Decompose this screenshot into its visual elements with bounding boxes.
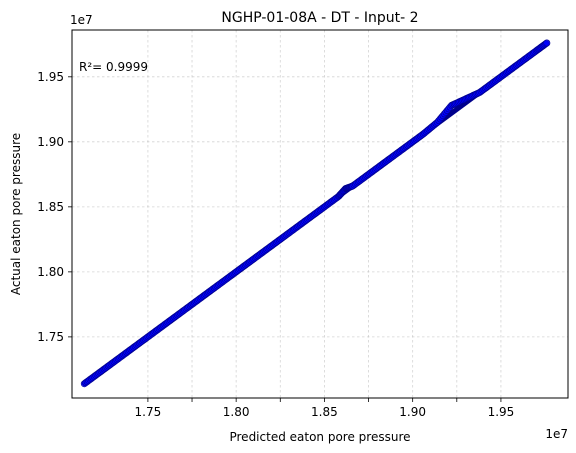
x-tick-label: 1.80 (223, 405, 250, 419)
grid (72, 30, 568, 398)
y-tick-label: 1.85 (37, 200, 64, 214)
y-tick-label: 1.75 (37, 330, 64, 344)
y-tick-label: 1.95 (37, 70, 64, 84)
y-axis-ticks: 1.75 1.80 1.85 1.90 1.95 (37, 70, 72, 344)
y-axis-offset-label: 1e7 (70, 13, 93, 27)
x-axis-label: Predicted eaton pore pressure (229, 430, 410, 444)
scatter-point (543, 39, 551, 47)
x-tick-label: 1.95 (488, 405, 515, 419)
y-tick-label: 1.90 (37, 135, 64, 149)
plot-frame (71, 29, 569, 399)
x-axis-ticks: 1.75 1.80 1.85 1.90 1.95 (135, 398, 515, 419)
y-tick-label: 1.80 (37, 265, 64, 279)
y-axis-label: Actual eaton pore pressure (9, 133, 23, 295)
r-squared-annotation: R²= 0.9999 (79, 60, 148, 74)
chart-title: NGHP-01-08A - DT - Input- 2 (221, 10, 418, 26)
scatter-points (80, 39, 551, 388)
x-tick-label: 1.90 (399, 405, 426, 419)
x-axis-offset-label: 1e7 (545, 427, 568, 441)
x-tick-label: 1.85 (311, 405, 338, 419)
x-tick-label: 1.75 (135, 405, 162, 419)
